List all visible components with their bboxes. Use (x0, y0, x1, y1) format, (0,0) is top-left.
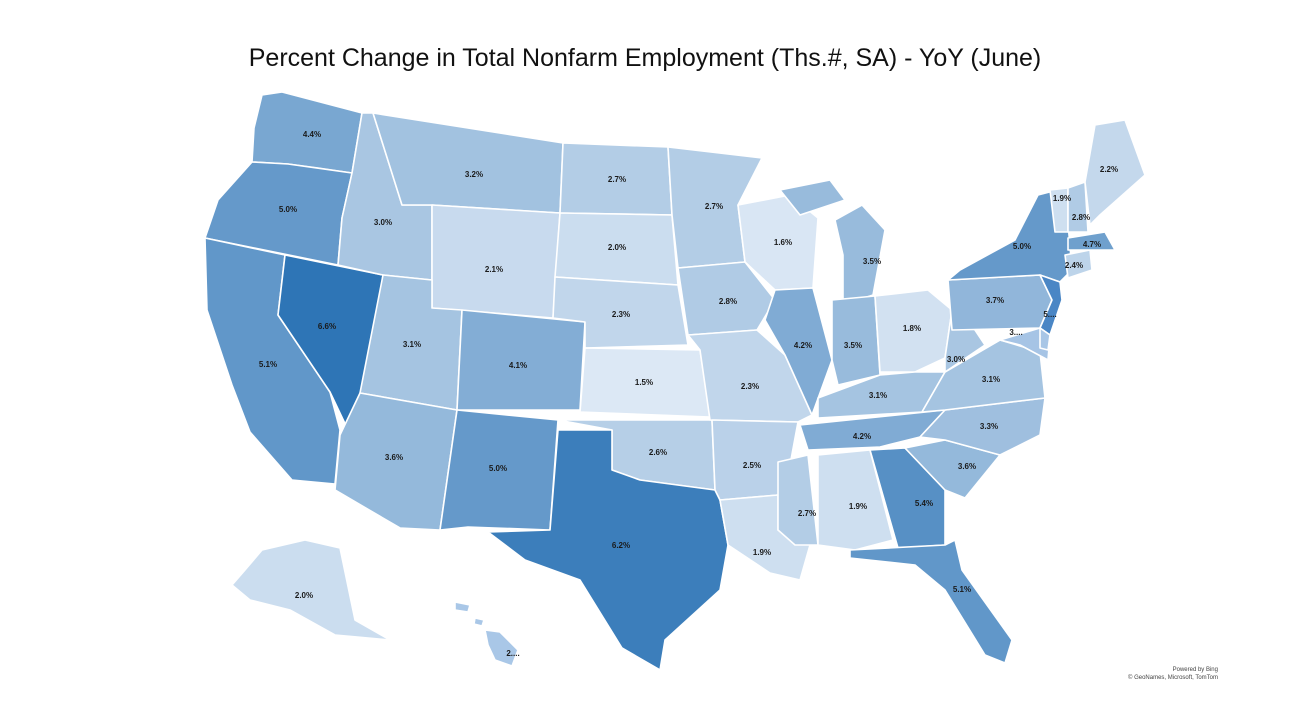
state-label-or: 5.0% (279, 205, 297, 214)
state-label-ut: 3.1% (403, 340, 421, 349)
state-sc (904, 439, 1001, 499)
state-nm (439, 409, 559, 531)
state-label-ga: 5.4% (915, 499, 933, 508)
state-me (1084, 119, 1146, 226)
state-label-hi: 2.... (506, 649, 519, 658)
state-label-ak: 2.0% (295, 591, 313, 600)
state-fl (849, 539, 1013, 664)
state-label-md: 3.... (1009, 328, 1022, 337)
state-label-ky: 3.1% (869, 391, 887, 400)
state-label-sd: 2.0% (608, 243, 626, 252)
state-label-wi: 1.6% (774, 238, 792, 247)
state-ga (869, 447, 946, 549)
state-label-ks: 1.5% (635, 378, 653, 387)
state-label-ma: 4.7% (1083, 240, 1101, 249)
state-ky (817, 371, 946, 419)
state-label-az: 3.6% (385, 453, 403, 462)
state-mi (779, 179, 886, 306)
state-label-mo: 2.3% (741, 382, 759, 391)
state-label-il: 4.2% (794, 341, 812, 350)
state-label-wv: 3.0% (947, 355, 965, 364)
state-label-tn: 4.2% (853, 432, 871, 441)
map-title: Percent Change in Total Nonfarm Employme… (248, 44, 1042, 72)
state-il (764, 287, 833, 416)
state-label-tx: 6.2% (612, 541, 630, 550)
state-tx (487, 429, 729, 671)
state-label-ct: 2.4% (1065, 261, 1083, 270)
state-label-vt: 1.9% (1053, 194, 1071, 203)
state-label-nc: 3.3% (980, 422, 998, 431)
state-tn (799, 409, 946, 451)
state-label-pa: 3.7% (986, 296, 1004, 305)
state-label-va: 3.1% (982, 375, 1000, 384)
state-label-sc: 3.6% (958, 462, 976, 471)
state-label-mt: 3.2% (465, 170, 483, 179)
state-nh (1067, 181, 1089, 233)
state-label-mi: 3.5% (863, 257, 881, 266)
state-label-in: 3.5% (844, 341, 862, 350)
state-label-al: 1.9% (849, 502, 867, 511)
state-label-fl: 5.1% (953, 585, 971, 594)
state-label-mn: 2.7% (705, 202, 723, 211)
state-ct (1064, 249, 1093, 279)
state-label-nm: 5.0% (489, 464, 507, 473)
state-label-ia: 2.8% (719, 297, 737, 306)
state-label-nv: 6.6% (318, 322, 336, 331)
state-label-wa: 4.4% (303, 130, 321, 139)
state-label-ca: 5.1% (259, 360, 277, 369)
state-label-ok: 2.6% (649, 448, 667, 457)
state-label-ms: 2.7% (798, 509, 816, 518)
state-label-id: 3.0% (374, 218, 392, 227)
state-label-wy: 2.1% (485, 265, 503, 274)
state-ma (1067, 231, 1116, 251)
state-label-ny: 5.0% (1013, 242, 1031, 251)
state-label-nj: 5.... (1043, 310, 1056, 319)
state-label-la: 1.9% (753, 548, 771, 557)
powered-by-text: Powered by Bing (1172, 667, 1218, 673)
state-label-nd: 2.7% (608, 175, 626, 184)
state-wy (431, 204, 561, 319)
map-credit: Powered by Bing © GeoNames, Microsoft, T… (1128, 666, 1218, 682)
state-mt (372, 112, 564, 214)
state-de (1039, 327, 1051, 351)
state-label-ne: 2.3% (612, 310, 630, 319)
state-label-me: 2.2% (1100, 165, 1118, 174)
state-ak (231, 539, 391, 641)
state-al (817, 449, 894, 551)
state-label-ar: 2.5% (743, 461, 761, 470)
state-mo (687, 329, 813, 423)
copyright-text: © GeoNames, Microsoft, TomTom (1128, 675, 1218, 681)
state-in (831, 295, 881, 386)
state-hi (454, 601, 519, 667)
state-label-co: 4.1% (509, 361, 527, 370)
state-ms (777, 454, 819, 546)
state-label-nh: 2.8% (1072, 213, 1090, 222)
state-co (456, 309, 586, 411)
state-label-oh: 1.8% (903, 324, 921, 333)
